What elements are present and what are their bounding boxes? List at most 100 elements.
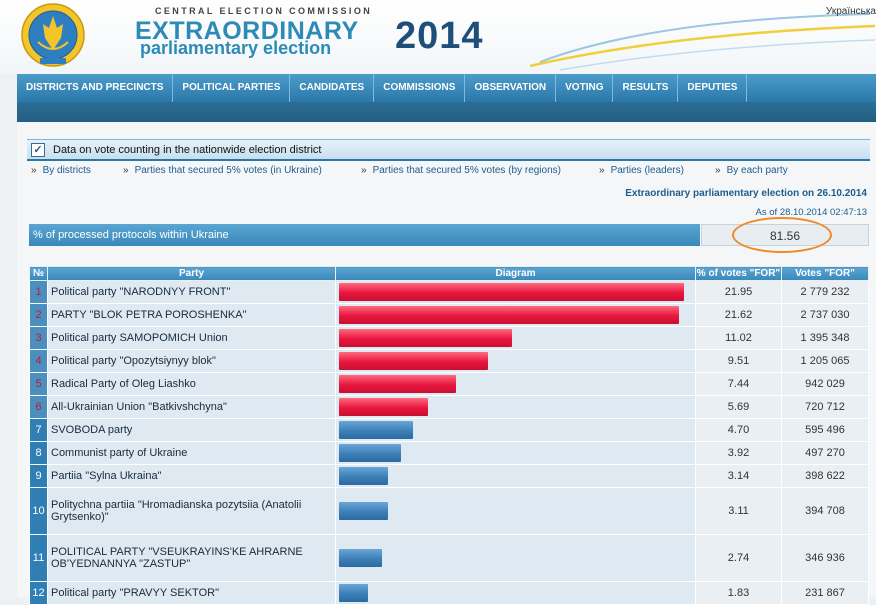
- checkmark-icon: ✓: [31, 143, 45, 157]
- nav-results[interactable]: RESULTS: [613, 74, 679, 102]
- diagram-cell: [335, 581, 696, 605]
- col-header-party[interactable]: Party: [47, 266, 336, 281]
- language-switch-link[interactable]: Українська: [825, 6, 876, 17]
- cec-title: CENTRAL ELECTION COMMISSION: [155, 6, 373, 16]
- row-number: 12: [29, 581, 48, 605]
- nav-candidates[interactable]: CANDIDATES: [290, 74, 375, 102]
- table-row[interactable]: 6 All-Ukrainian Union "Batkivshchyna" 5.69…: [29, 395, 869, 419]
- vote-percent: 3.92: [695, 441, 782, 465]
- vote-percent: 3.14: [695, 464, 782, 488]
- link-by-each-party[interactable]: » By each party: [715, 165, 788, 176]
- vote-share-bar: [339, 467, 388, 485]
- nav-observation[interactable]: OBSERVATION: [465, 74, 557, 102]
- vote-count: 720 712: [781, 395, 869, 419]
- vote-count: 398 622: [781, 464, 869, 488]
- sub-links: » By districts » Parties that secured 5% v…: [27, 165, 870, 179]
- party-name[interactable]: Radical Party of Oleg Liashko: [47, 372, 336, 396]
- vote-count: 595 496: [781, 418, 869, 442]
- vote-count: 2 737 030: [781, 303, 869, 327]
- col-header-votes[interactable]: Votes "FOR": [781, 266, 869, 281]
- party-name[interactable]: Political party SAMOPOMICH Union: [47, 326, 336, 350]
- vote-count: 346 936: [781, 534, 869, 582]
- link-parties-5pct-regions[interactable]: » Parties that secured 5% votes (by regio…: [361, 165, 561, 176]
- diagram-cell: [335, 303, 696, 327]
- row-number: 11: [29, 534, 48, 582]
- col-header-number[interactable]: №: [29, 266, 48, 281]
- table-row[interactable]: 9 Partiia "Sylna Ukraina" 3.14 398 622: [29, 464, 869, 488]
- row-number: 9: [29, 464, 48, 488]
- row-number: 3: [29, 326, 48, 350]
- vote-percent: 9.51: [695, 349, 782, 373]
- row-number: 1: [29, 280, 48, 304]
- link-parties-leaders[interactable]: » Parties (leaders): [599, 165, 684, 176]
- processed-protocols-value-box: 81.56: [701, 217, 869, 253]
- vote-percent: 21.62: [695, 303, 782, 327]
- table-row[interactable]: 7 SVOBODA party 4.70 595 496: [29, 418, 869, 442]
- vote-percent: 2.74: [695, 534, 782, 582]
- link-by-districts[interactable]: » By districts: [31, 165, 91, 176]
- vote-count: 1 205 065: [781, 349, 869, 373]
- table-row[interactable]: 10 Politychna partiia "Hromadianska pozyt…: [29, 487, 869, 535]
- party-name[interactable]: Politychna partiia "Hromadianska pozytsi…: [47, 487, 336, 535]
- vote-percent: 5.69: [695, 395, 782, 419]
- section-title: Data on vote counting in the nationwide …: [53, 144, 322, 156]
- vote-share-bar: [339, 584, 368, 602]
- party-name[interactable]: All-Ukrainian Union "Batkivshchyna": [47, 395, 336, 419]
- vote-share-bar: [339, 421, 413, 439]
- vote-share-bar: [339, 549, 382, 567]
- diagram-cell: [335, 464, 696, 488]
- party-name[interactable]: SVOBODA party: [47, 418, 336, 442]
- table-row[interactable]: 2 PARTY "BLOK PETRA POROSHENKA" 21.62 2 737…: [29, 303, 869, 327]
- nav-political-parties[interactable]: POLITICAL PARTIES: [173, 74, 291, 102]
- diagram-cell: [335, 372, 696, 396]
- vote-count: 2 779 232: [781, 280, 869, 304]
- row-number: 7: [29, 418, 48, 442]
- decorative-swoosh: [530, 13, 876, 71]
- nav-voting[interactable]: VOTING: [556, 74, 614, 102]
- col-header-pct[interactable]: % of votes "FOR": [695, 266, 782, 281]
- party-name[interactable]: PARTY "BLOK PETRA POROSHENKA": [47, 303, 336, 327]
- election-title-line1: EXTRAORDINARY: [135, 17, 359, 45]
- party-name[interactable]: Partiia "Sylna Ukraina": [47, 464, 336, 488]
- table-row[interactable]: 3 Political party SAMOPOMICH Union 11.02 1 …: [29, 326, 869, 350]
- party-name[interactable]: Political party "Opozytsiynyy blok": [47, 349, 336, 373]
- cec-emblem-logo[interactable]: [18, 2, 88, 68]
- vote-share-bar: [339, 329, 512, 347]
- diagram-cell: [335, 441, 696, 465]
- party-name[interactable]: Political party "NARODNYY FRONT": [47, 280, 336, 304]
- table-body: 1 Political party "NARODNYY FRONT" 21.95 2 …: [29, 280, 869, 605]
- vote-share-bar: [339, 375, 456, 393]
- link-parties-5pct-ukraine[interactable]: » Parties that secured 5% votes (in Ukrai…: [123, 165, 322, 176]
- row-number: 10: [29, 487, 48, 535]
- table-row[interactable]: 11 POLITICAL PARTY "VSEUKRAYINS'KE AHRARN…: [29, 534, 869, 582]
- vote-count: 394 708: [781, 487, 869, 535]
- main-content: ✓ Data on vote counting in the nationwid…: [17, 122, 876, 605]
- table-row[interactable]: 4 Political party "Opozytsiynyy blok" 9.51…: [29, 349, 869, 373]
- vote-percent: 4.70: [695, 418, 782, 442]
- nav-deputies[interactable]: DEPUTIES: [678, 74, 748, 102]
- vote-percent: 3.11: [695, 487, 782, 535]
- diagram-cell: [335, 487, 696, 535]
- row-number: 8: [29, 441, 48, 465]
- party-name[interactable]: POLITICAL PARTY "VSEUKRAYINS'KE AHRARNE …: [47, 534, 336, 582]
- sub-nav-bar: [17, 102, 876, 122]
- vote-count: 231 867: [781, 581, 869, 605]
- row-number: 2: [29, 303, 48, 327]
- diagram-cell: [335, 395, 696, 419]
- table-row[interactable]: 12 Political party "PRAVYY SEKTOR" 1.83 231…: [29, 581, 869, 605]
- nav-commissions[interactable]: COMMISSIONS: [374, 74, 466, 102]
- table-row[interactable]: 8 Communist party of Ukraine 3.92 497 270: [29, 441, 869, 465]
- vote-share-bar: [339, 352, 488, 370]
- vote-share-bar: [339, 444, 401, 462]
- party-name[interactable]: Communist party of Ukraine: [47, 441, 336, 465]
- table-row[interactable]: 5 Radical Party of Oleg Liashko 7.44 942 02…: [29, 372, 869, 396]
- link-label: Parties that secured 5% votes (by region…: [372, 165, 561, 176]
- section-header: ✓ Data on vote counting in the nationwid…: [27, 139, 870, 161]
- results-table: № Party Diagram % of votes "FOR" Votes "…: [29, 266, 869, 605]
- election-date-link[interactable]: Extraordinary parliamentary election on …: [625, 188, 867, 199]
- party-name[interactable]: Political party "PRAVYY SEKTOR": [47, 581, 336, 605]
- highlight-ellipse: [732, 217, 832, 253]
- table-row[interactable]: 1 Political party "NARODNYY FRONT" 21.95 2 …: [29, 280, 869, 304]
- diagram-cell: [335, 349, 696, 373]
- nav-districts[interactable]: DISTRICTS AND PRECINCTS: [17, 74, 174, 102]
